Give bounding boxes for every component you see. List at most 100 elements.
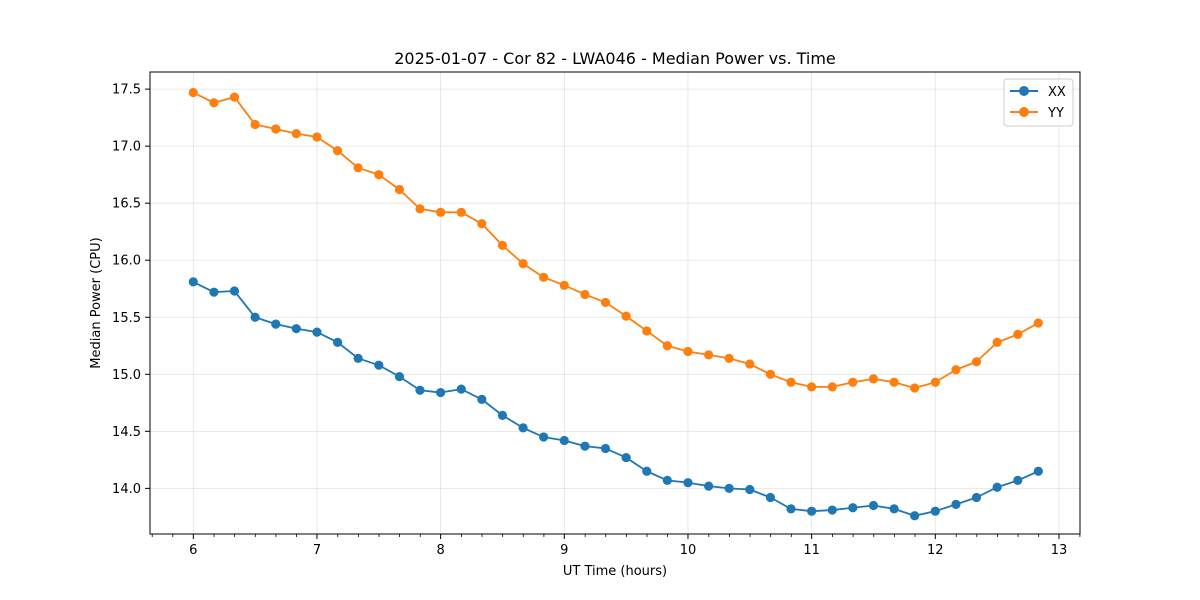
legend-label-yy: YY bbox=[1047, 106, 1064, 121]
data-point-xx bbox=[477, 394, 487, 404]
x-axis: 6 7 8 9 10 11 12 13 bbox=[151, 534, 1081, 558]
data-point-yy bbox=[374, 170, 384, 180]
data-point-yy bbox=[333, 146, 343, 156]
data-point-yy bbox=[662, 341, 672, 351]
data-point-xx bbox=[683, 478, 693, 488]
data-point-yy bbox=[642, 326, 652, 336]
x-axis-label: UT Time (hours) bbox=[563, 564, 667, 579]
y-tick-label: 14.5 bbox=[112, 425, 141, 440]
data-point-xx bbox=[291, 324, 301, 334]
legend-marker-xx bbox=[1019, 86, 1029, 96]
data-point-xx bbox=[765, 492, 776, 503]
data-point-yy bbox=[951, 365, 961, 375]
data-point-yy bbox=[786, 377, 796, 387]
data-point-xx bbox=[559, 435, 569, 446]
data-point-yy bbox=[518, 259, 528, 269]
y-tick-label: 14.0 bbox=[112, 482, 141, 497]
data-point-xx bbox=[1013, 475, 1023, 485]
chart-title: 2025-01-07 - Cor 82 - LWA046 - Median Po… bbox=[394, 49, 836, 68]
y-tick-label: 17.5 bbox=[112, 83, 141, 98]
data-point-xx bbox=[889, 504, 899, 514]
data-point-yy bbox=[868, 374, 879, 384]
data-point-yy bbox=[992, 337, 1002, 347]
x-tick-label: 12 bbox=[927, 543, 944, 558]
data-point-xx bbox=[271, 319, 281, 329]
data-point-xx bbox=[456, 384, 466, 394]
series-yy bbox=[188, 87, 1043, 393]
data-point-yy bbox=[827, 382, 837, 392]
data-point-xx bbox=[724, 483, 734, 493]
data-point-xx bbox=[312, 327, 322, 337]
y-axis: 14.0 14.5 15.0 15.5 16.0 16.5 17.0 17.5 bbox=[112, 83, 150, 497]
data-point-xx bbox=[436, 387, 446, 398]
data-point-xx bbox=[992, 482, 1002, 492]
y-tick-label: 17.0 bbox=[112, 140, 141, 155]
data-point-yy bbox=[1013, 329, 1023, 339]
data-point-xx bbox=[642, 466, 652, 476]
data-point-yy bbox=[1033, 318, 1043, 328]
data-point-yy bbox=[291, 129, 301, 139]
data-point-xx bbox=[353, 353, 363, 363]
x-tick-label: 9 bbox=[560, 543, 568, 558]
x-tick-label: 10 bbox=[680, 543, 697, 558]
data-point-yy bbox=[704, 350, 714, 360]
data-point-yy bbox=[497, 240, 508, 250]
legend-marker-yy bbox=[1019, 107, 1029, 117]
data-point-xx bbox=[930, 506, 940, 516]
data-point-yy bbox=[250, 119, 260, 130]
y-tick-label: 15.5 bbox=[112, 311, 141, 326]
data-point-yy bbox=[889, 377, 899, 387]
y-tick-label: 16.5 bbox=[112, 197, 141, 212]
data-point-yy bbox=[209, 98, 219, 108]
data-point-xx bbox=[229, 286, 240, 296]
data-point-yy bbox=[559, 280, 569, 290]
data-point-yy bbox=[807, 382, 817, 392]
data-point-yy bbox=[415, 204, 425, 214]
data-point-yy bbox=[436, 207, 446, 217]
data-point-xx bbox=[951, 499, 961, 509]
x-tick-label: 6 bbox=[189, 543, 197, 558]
data-point-xx bbox=[188, 277, 198, 287]
data-point-yy bbox=[188, 87, 198, 98]
data-point-xx bbox=[1033, 466, 1043, 476]
data-point-yy bbox=[477, 219, 487, 229]
data-point-yy bbox=[930, 377, 940, 387]
data-point-xx bbox=[333, 337, 343, 347]
data-point-yy bbox=[456, 207, 466, 217]
data-point-xx bbox=[415, 385, 425, 395]
x-tick-label: 13 bbox=[1051, 543, 1068, 558]
x-tick-label: 7 bbox=[313, 543, 321, 558]
data-point-xx bbox=[600, 443, 611, 454]
data-point-xx bbox=[518, 423, 528, 433]
data-point-yy bbox=[765, 369, 776, 379]
data-point-xx bbox=[662, 475, 672, 485]
data-point-yy bbox=[229, 92, 240, 102]
x-tick-label: 8 bbox=[436, 543, 444, 558]
y-tick-label: 15.0 bbox=[112, 368, 141, 383]
data-point-yy bbox=[353, 163, 363, 173]
data-point-xx bbox=[580, 441, 590, 451]
grid-lines bbox=[150, 72, 1080, 534]
data-point-xx bbox=[827, 505, 837, 515]
series-xx bbox=[188, 277, 1043, 521]
data-point-yy bbox=[724, 353, 734, 363]
data-point-yy bbox=[539, 272, 549, 282]
data-point-yy bbox=[910, 383, 920, 393]
data-point-xx bbox=[621, 452, 631, 463]
data-point-xx bbox=[539, 432, 549, 442]
data-point-xx bbox=[704, 481, 714, 491]
plot-frame bbox=[149, 71, 1081, 535]
data-point-xx bbox=[807, 506, 817, 516]
series-layer bbox=[188, 87, 1043, 521]
data-point-xx bbox=[971, 492, 982, 503]
data-point-yy bbox=[971, 357, 982, 367]
x-tick-label: 11 bbox=[803, 543, 820, 558]
data-point-yy bbox=[683, 346, 693, 357]
data-point-xx bbox=[209, 287, 219, 297]
data-point-xx bbox=[250, 312, 260, 322]
data-point-xx bbox=[497, 410, 508, 420]
data-point-xx bbox=[786, 504, 796, 514]
data-point-xx bbox=[374, 360, 384, 370]
data-point-xx bbox=[868, 500, 879, 511]
